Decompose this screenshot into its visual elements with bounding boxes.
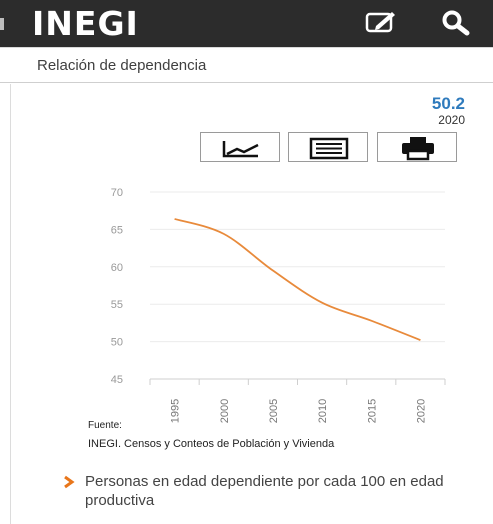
header-divider [0, 47, 493, 48]
x-tick-label: 2020 [415, 399, 427, 423]
indicator-description: Personas en edad dependiente por cada 10… [85, 473, 444, 509]
indicator-title-bar: Relación de dependencia [0, 48, 493, 83]
x-tick-label: 2010 [317, 399, 329, 423]
series-line [174, 218, 421, 341]
menu-edge-marker[interactable] [0, 18, 4, 30]
y-tick-label: 45 [111, 374, 123, 386]
print-icon [402, 137, 434, 161]
edit-icon[interactable] [365, 9, 397, 40]
x-tick-label: 1995 [170, 399, 182, 423]
x-tick-label: 2015 [366, 399, 378, 423]
y-tick-label: 65 [111, 224, 123, 236]
x-tick-label: 2005 [268, 399, 280, 423]
line-chart-icon [222, 141, 259, 158]
table-view-button[interactable] [288, 132, 368, 162]
inegi-logo[interactable]: INEGI [32, 4, 139, 43]
search-icon[interactable] [441, 9, 471, 42]
content-left-border [10, 84, 11, 524]
chart-view-button[interactable] [200, 132, 280, 162]
app-header: INEGI [0, 0, 493, 47]
table-icon [309, 137, 349, 160]
y-tick-label: 50 [111, 337, 123, 349]
latest-value: 50.2 [431, 94, 465, 113]
chevron-right-icon [64, 475, 75, 489]
source-label: Fuente: [88, 420, 122, 431]
indicator-title: Relación de dependencia [37, 57, 207, 74]
latest-year: 2020 [438, 113, 465, 127]
print-button[interactable] [377, 132, 457, 162]
y-tick-label: 70 [111, 187, 123, 199]
source-text: INEGI. Censos y Conteos de Población y V… [88, 438, 335, 450]
y-tick-label: 60 [111, 262, 123, 274]
y-tick-label: 55 [111, 299, 123, 311]
x-tick-label: 2000 [219, 399, 231, 423]
